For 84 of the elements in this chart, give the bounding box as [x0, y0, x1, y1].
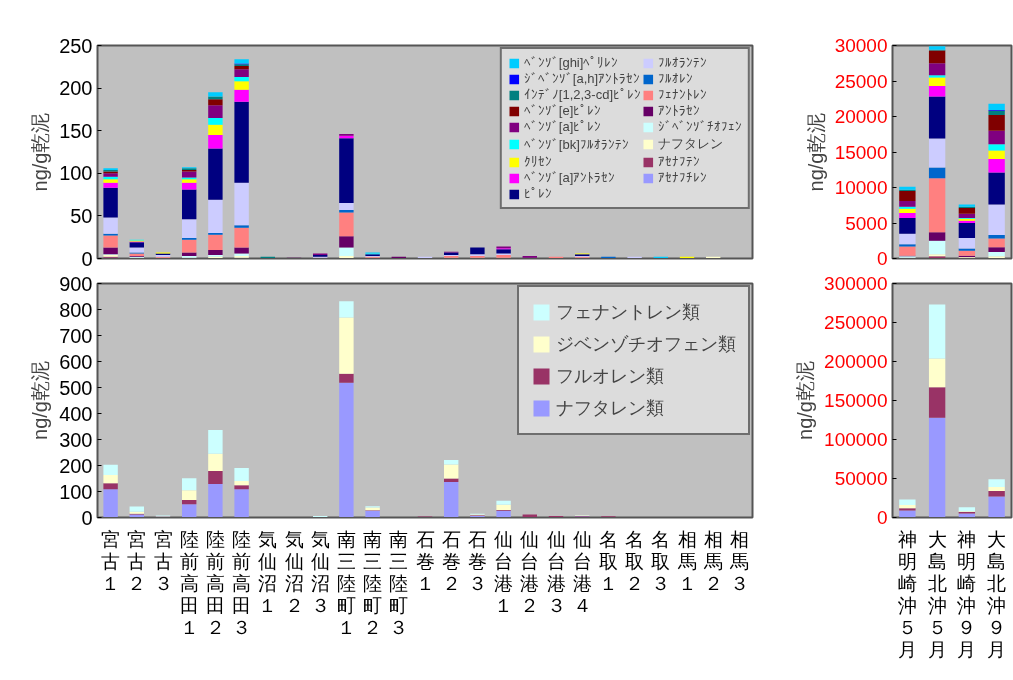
- y-tick-label: 0: [876, 248, 888, 269]
- y-tick-label: 900: [59, 272, 93, 295]
- x-tick-label: 仙台港２: [520, 528, 540, 616]
- legend-label: ﾍﾞﾝｿﾞ[a]ｱﾝﾄﾗｾﾝ: [523, 170, 616, 185]
- legend-label: ジベンゾチオフェン類: [556, 333, 736, 356]
- y-axis-title: ng/g乾泥: [804, 112, 827, 192]
- legend-label: ﾍﾞﾝｿﾞ[ghi]ﾍﾟﾘﾚﾝ: [523, 55, 619, 70]
- y-tick-label: 600: [59, 350, 93, 373]
- legend-label: ｲﾝﾃﾞﾉ[1,2,3-cd]ﾋﾟﾚﾝ: [523, 87, 641, 102]
- x-tick-label: 宮古２: [127, 528, 147, 594]
- x-tick-label: 相馬３: [728, 528, 749, 594]
- y-tick-label: 0: [81, 247, 93, 270]
- legend-label: ﾍﾞﾝｿﾞ[e]ﾋﾟﾚﾝ: [523, 103, 602, 118]
- y-tick-label: 200: [59, 77, 93, 100]
- legend-label: ｱｾﾅﾌﾃﾝ: [658, 154, 700, 169]
- legend-label: ﾌﾙｵﾚﾝ: [658, 71, 693, 86]
- x-tick-label: 名取２: [625, 528, 645, 594]
- y-tick-label: 700: [59, 324, 93, 347]
- y-tick-label: 25000: [834, 70, 888, 92]
- legend-label: ﾋﾟﾚﾝ: [523, 186, 552, 201]
- y-axis-title: ng/g乾泥: [794, 361, 817, 440]
- x-tick-label: 南三陸町２: [363, 528, 383, 638]
- x-tick-label: 陸前高田１: [179, 528, 199, 638]
- y-tick-label: 50: [70, 204, 93, 227]
- y-tick-label: 20000: [834, 106, 888, 127]
- legend-label: ｱｾﾅﾌﾁﾚﾝ: [658, 170, 707, 185]
- y-tick-label: 30000: [834, 35, 888, 56]
- x-tick-label: 南三陸町１: [336, 528, 356, 638]
- x-tick-label: 相馬２: [702, 528, 723, 594]
- x-tick-label: 宮古１: [101, 528, 121, 594]
- legend-label: フェナントレン類: [556, 301, 700, 324]
- legend-label: ｸﾘｾﾝ: [523, 154, 552, 169]
- legend-label: ｼﾞﾍﾞﾝｿﾞﾁｵﾌｪﾝ: [658, 119, 742, 134]
- y-tick-label: 400: [59, 402, 93, 425]
- legend-label: ﾍﾞﾝｿﾞ[bk]ﾌﾙｵﾗﾝﾃﾝ: [523, 136, 629, 152]
- x-tick-label: 陸前高田２: [205, 528, 225, 638]
- x-tick-label: 神明崎沖９月: [957, 528, 977, 660]
- legend-label: ナフタレン類: [556, 397, 664, 420]
- y-tick-label: 100000: [824, 429, 888, 450]
- y-tick-label: 300000: [824, 273, 888, 294]
- x-tick-label: 気仙沼１: [258, 528, 278, 616]
- y-tick-label: 800: [59, 298, 93, 321]
- x-tick-label: 大島北沖５月: [927, 528, 947, 660]
- x-tick-label: 宮古３: [153, 528, 173, 594]
- y-axis-title: ng/g乾泥: [29, 112, 52, 192]
- x-tick-label: 石巻１: [415, 528, 435, 594]
- x-tick-label: 南三陸町３: [389, 528, 409, 638]
- x-tick-label: 名取１: [598, 528, 618, 594]
- x-tick-label: 相馬１: [676, 528, 697, 594]
- x-tick-label: 名取３: [651, 528, 671, 594]
- y-tick-label: 0: [81, 506, 93, 529]
- x-tick-label: 大島北沖９月: [987, 528, 1007, 660]
- x-tick-label: 気仙沼２: [284, 528, 304, 616]
- legend-label: ｼﾞﾍﾞﾝｿﾞ[a,h]ｱﾝﾄﾗｾﾝ: [523, 71, 641, 86]
- x-tick-label: 神明崎沖５月: [897, 528, 917, 660]
- y-tick-label: 5000: [845, 212, 888, 234]
- legend-label: ナフタレン: [658, 135, 723, 153]
- legend-label: ﾌﾙｵﾗﾝﾃﾝ: [658, 55, 707, 70]
- y-tick-label: 250000: [824, 312, 888, 333]
- x-tick-label: 仙台港１: [494, 528, 514, 616]
- x-tick-label: 石巻２: [441, 528, 461, 594]
- y-tick-label: 500: [59, 376, 93, 399]
- y-tick-label: 15000: [834, 141, 888, 163]
- y-tick-label: 200000: [824, 351, 888, 372]
- x-tick-label: 気仙沼３: [310, 528, 330, 616]
- y-tick-label: 150: [59, 119, 93, 142]
- legend-label: ﾌｪﾅﾝﾄﾚﾝ: [658, 87, 707, 102]
- y-tick-label: 100: [59, 480, 93, 503]
- x-tick-label: 陸前高田３: [232, 528, 252, 638]
- legend-label: ｱﾝﾄﾗｾﾝ: [658, 103, 700, 118]
- y-tick-label: 250: [59, 34, 93, 57]
- y-tick-label: 100: [59, 162, 93, 185]
- y-axis-title: ng/g乾泥: [29, 361, 52, 440]
- legend-label: フルオレン類: [556, 365, 664, 388]
- x-tick-label: 仙台港４: [572, 528, 592, 616]
- y-tick-label: 150000: [824, 390, 888, 411]
- legend-label: ﾍﾞﾝｿﾞ[a]ﾋﾟﾚﾝ: [523, 119, 602, 134]
- x-tick-label: 石巻３: [467, 528, 487, 594]
- y-tick-label: 50000: [834, 468, 888, 489]
- y-tick-label: 300: [59, 428, 93, 451]
- y-tick-label: 10000: [834, 177, 888, 198]
- y-tick-label: 200: [59, 454, 93, 477]
- y-tick-label: 0: [876, 507, 888, 528]
- x-tick-label: 仙台港３: [546, 528, 566, 616]
